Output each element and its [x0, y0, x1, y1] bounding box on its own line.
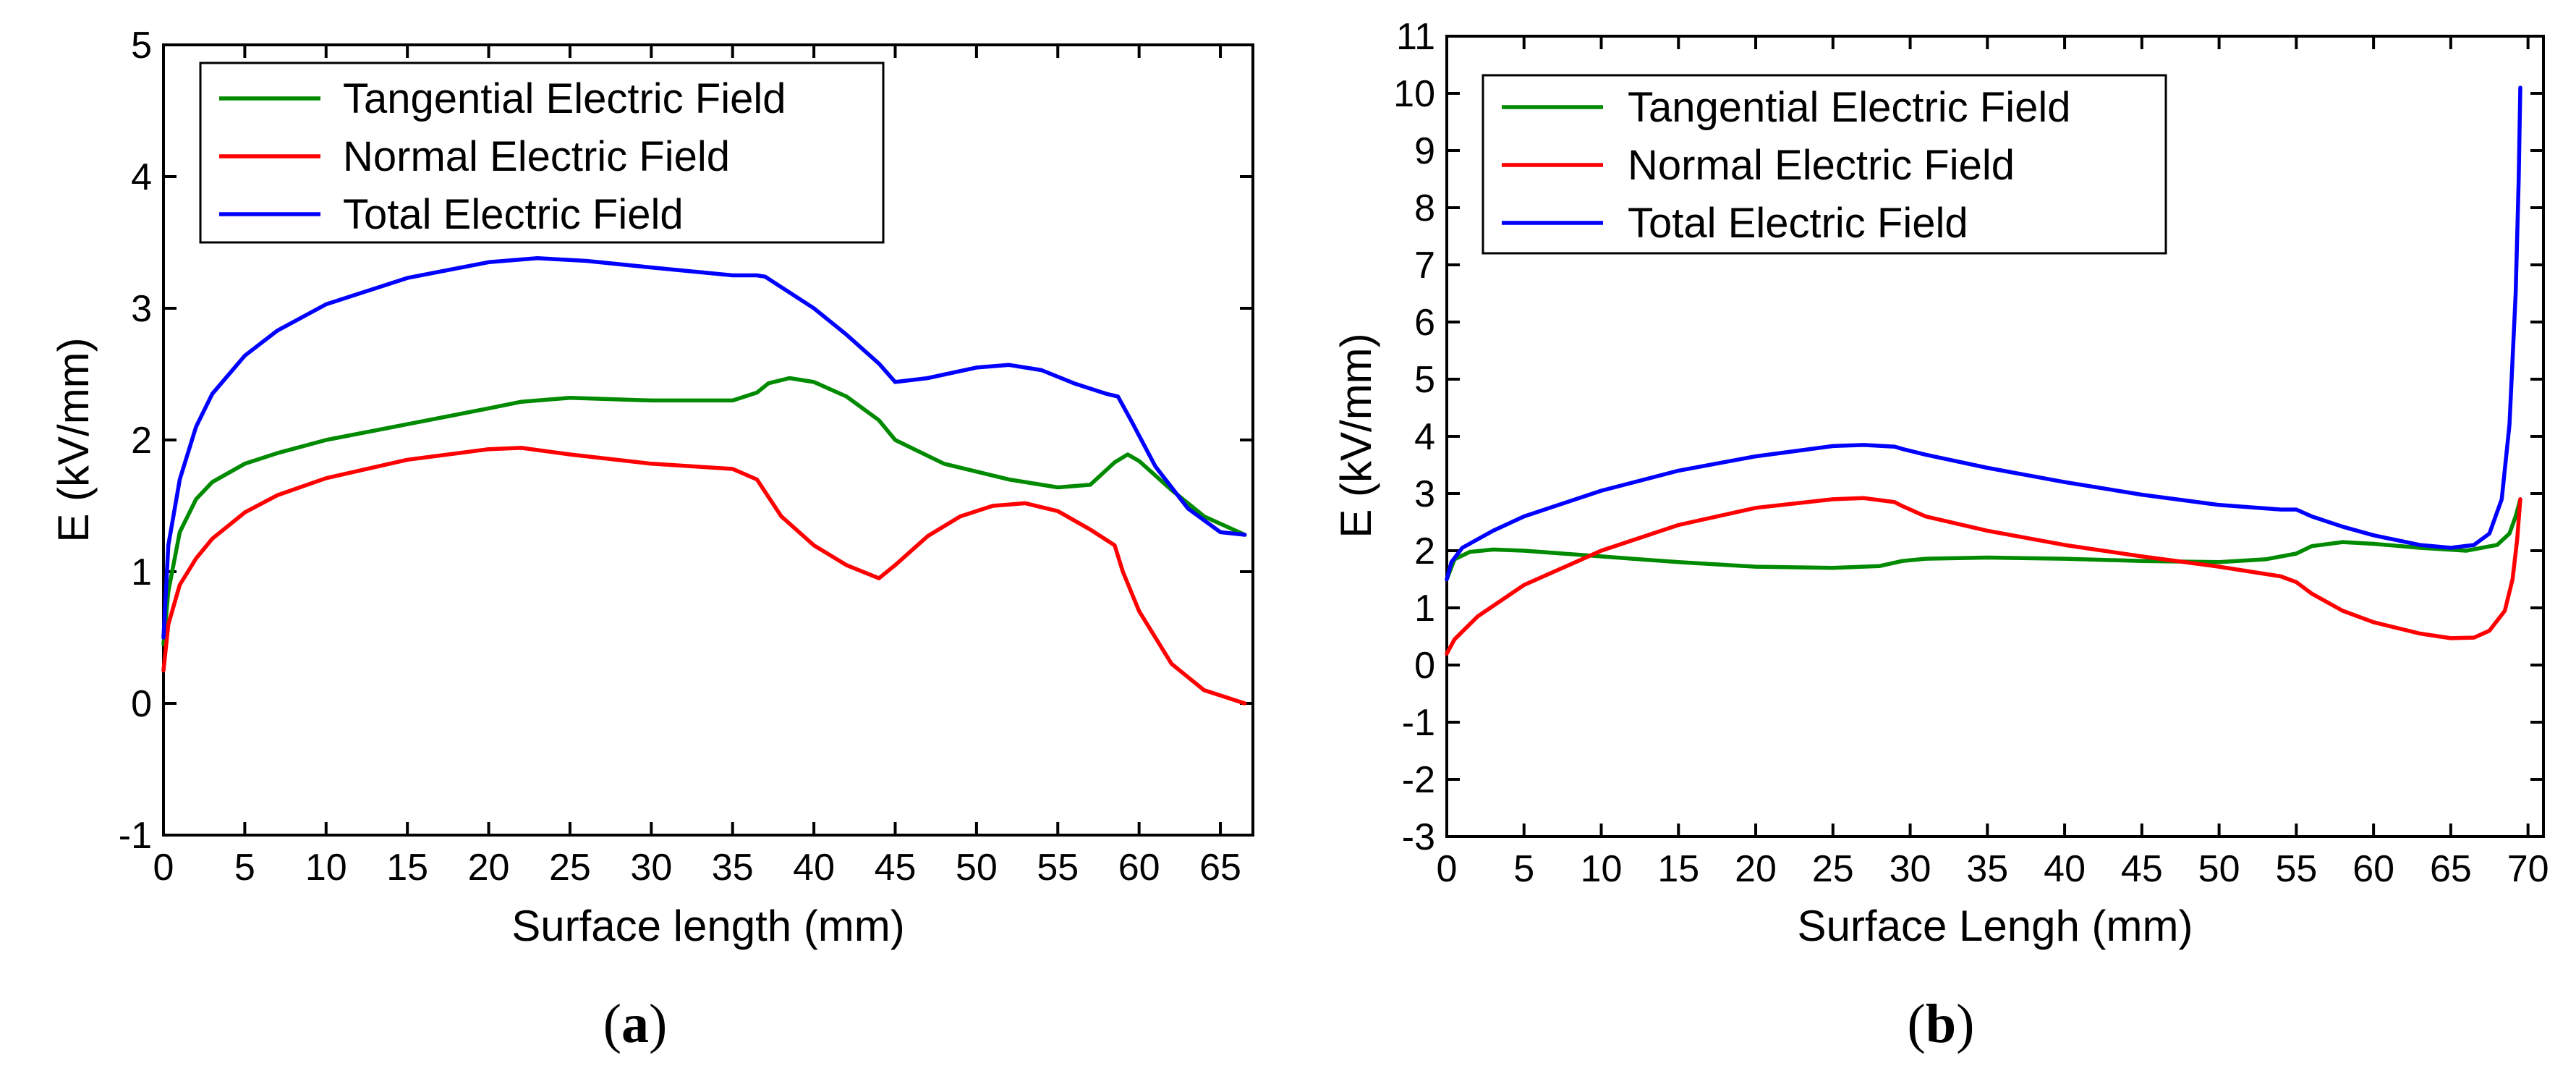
- y-tick-label: 3: [1414, 473, 1435, 515]
- x-tick-label: 0: [153, 847, 174, 889]
- y-tick-label: 2: [131, 420, 152, 462]
- x-tick-label: 5: [1513, 848, 1534, 890]
- y-tick-label: 11: [1396, 16, 1435, 58]
- y-tick-label: 10: [1393, 73, 1435, 115]
- legend-label-tangential-b: Tangential Electric Field: [1628, 84, 2071, 131]
- x-tick-label: 20: [468, 847, 510, 889]
- panel-label-b: (b): [1908, 994, 1975, 1054]
- x-tick-label: 15: [386, 847, 428, 889]
- y-tick-label: 8: [1414, 187, 1435, 229]
- x-tick-label: 25: [1812, 848, 1854, 890]
- series-line-tangential-electric-field: [161, 376, 1247, 646]
- y-tick-label: 1: [131, 551, 152, 593]
- x-tick-label: 50: [956, 847, 998, 889]
- y-tick-labels-b: -3 -2 -1 0 1 2 3 4 5 6 7 8 9 10 11: [1393, 16, 1435, 858]
- y-axis-title-b: E (kV/mm): [1332, 333, 1380, 538]
- legend-a: Tangential Electric Field Normal Electri…: [199, 62, 885, 244]
- y-tick-label: 3: [131, 288, 152, 330]
- x-tick-label: 50: [2198, 848, 2240, 890]
- series-line-tangential-electric-field: [1445, 497, 2522, 582]
- y-tick-label: 4: [131, 156, 152, 198]
- x-tick-label: 35: [1966, 848, 2008, 890]
- tick-marks-a: [162, 43, 1253, 837]
- y-tick-labels-a: -1 0 1 2 3 4 5: [119, 25, 152, 857]
- x-tick-label: 25: [549, 847, 591, 889]
- series-line-normal-electric-field: [161, 446, 1247, 706]
- y-tick-label: 7: [1414, 245, 1435, 287]
- legend-label-total-b: Total Electric Field: [1628, 200, 1968, 247]
- y-tick-label: -1: [119, 815, 152, 857]
- series-lines-a: [161, 256, 1247, 706]
- x-tick-label: 70: [2507, 848, 2549, 890]
- x-tick-label: 30: [630, 847, 672, 889]
- y-tick-label: 0: [1414, 645, 1435, 687]
- x-tick-label: 35: [712, 847, 754, 889]
- legend-label-tangential-a: Tangential Electric Field: [343, 75, 786, 122]
- x-tick-label: 60: [2352, 848, 2394, 890]
- x-tick-label: 45: [875, 847, 917, 889]
- chart-panel-b: 0 5 10 15 20 25 30 35 40 45 50 55 60 65 70 -3-2-101234…: [1332, 16, 2549, 1054]
- legend-b: Tangential Electric Field Normal Electri…: [1482, 74, 2167, 255]
- x-tick-label: 5: [234, 847, 255, 889]
- x-tick-label: 40: [793, 847, 835, 889]
- x-tick-label: 30: [1890, 848, 1931, 890]
- series-lines-b: [1445, 85, 2522, 656]
- y-tick-label: 9: [1414, 130, 1435, 172]
- x-axis-title-a: Surface length (mm): [511, 902, 905, 950]
- y-tick-label: -1: [1402, 702, 1435, 744]
- y-tick-label: 4: [1414, 416, 1435, 458]
- x-tick-label: 15: [1657, 848, 1699, 890]
- x-tick-labels-b: 0 5 10 15 20 25 30 35 40 45 50 55 60 65 70: [1437, 848, 2549, 890]
- y-tick-label: 5: [1414, 359, 1435, 401]
- x-tick-label: 20: [1735, 848, 1777, 890]
- x-tick-label: 0: [1437, 848, 1458, 890]
- x-tick-label: 55: [1037, 847, 1079, 889]
- x-tick-labels-a: 0 5 10 15 20 25 30 35 40 45 50 55 60 65: [153, 847, 1241, 889]
- y-tick-label: 2: [1414, 530, 1435, 572]
- panel-label-a: (a): [603, 994, 668, 1054]
- x-axis-title-b: Surface Lengh (mm): [1798, 902, 2193, 950]
- x-tick-label: 60: [1118, 847, 1160, 889]
- x-tick-label: 65: [1199, 847, 1241, 889]
- x-tick-label: 45: [2121, 848, 2163, 890]
- tick-marks-b: [1445, 35, 2543, 838]
- y-tick-label: 0: [131, 683, 152, 725]
- y-axis-title-a: E (kV/mm): [49, 337, 98, 542]
- series-line-total-electric-field: [1445, 85, 2522, 582]
- legend-label-normal-a: Normal Electric Field: [343, 133, 730, 180]
- x-tick-label: 65: [2430, 848, 2472, 890]
- y-tick-label: 6: [1414, 302, 1435, 344]
- x-tick-label: 10: [305, 847, 347, 889]
- y-tick-label: 1: [1414, 588, 1435, 630]
- x-tick-label: 40: [2044, 848, 2086, 890]
- series-line-normal-electric-field: [1445, 496, 2522, 656]
- legend-label-normal-b: Normal Electric Field: [1628, 142, 2015, 189]
- y-tick-label: 5: [131, 25, 152, 67]
- y-tick-label: -3: [1402, 816, 1435, 858]
- y-tick-label: -2: [1402, 759, 1435, 801]
- legend-label-total-a: Total Electric Field: [343, 191, 684, 238]
- series-line-total-electric-field: [161, 256, 1247, 640]
- x-tick-label: 55: [2275, 848, 2317, 890]
- x-tick-label: 10: [1581, 848, 1623, 890]
